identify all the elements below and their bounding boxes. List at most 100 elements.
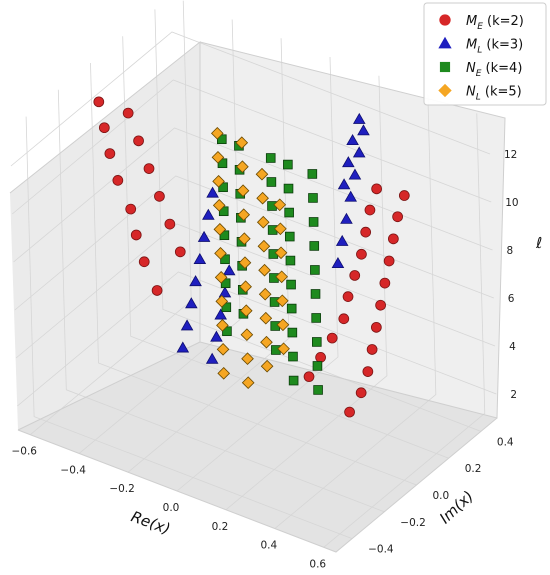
point-m-e [349, 270, 361, 281]
legend-marker-n-e [439, 61, 451, 73]
point-n-e [307, 169, 318, 179]
point-m-l [210, 330, 223, 342]
y-tick-label: −0.4 [368, 544, 394, 556]
z-tick-label: 10 [505, 197, 518, 209]
point-n-l [215, 294, 229, 308]
point-n-l [216, 318, 229, 332]
point-n-l [274, 222, 287, 236]
point-n-e [284, 207, 294, 218]
x-tick-label: −0.2 [109, 483, 135, 495]
legend-marker-n-l [438, 83, 452, 98]
point-m-e [342, 291, 354, 302]
z-tick-label: 6 [508, 293, 515, 305]
point-m-e [370, 321, 382, 333]
point-n-e [308, 217, 319, 227]
point-m-e [356, 248, 367, 260]
point-m-l [352, 146, 366, 158]
gridline-x [176, 56, 339, 492]
point-m-l [205, 352, 219, 364]
legend-label-m-e: ME (k=2) [466, 14, 524, 32]
point-m-l [218, 286, 232, 298]
point-n-l [212, 198, 226, 212]
point-m-e [379, 277, 391, 289]
point-m-l [185, 297, 198, 309]
legend-box [423, 2, 547, 106]
point-n-e [312, 361, 323, 371]
point-m-l [337, 178, 351, 190]
point-n-l [274, 246, 288, 260]
point-n-e [287, 327, 298, 338]
point-m-e [344, 406, 355, 418]
gridline-z [13, 127, 493, 263]
point-m-e [164, 218, 176, 230]
point-n-l [240, 328, 254, 342]
point-m-l [340, 212, 353, 224]
point-m-l [176, 341, 190, 353]
point-m-e [93, 96, 105, 108]
point-m-l [331, 256, 345, 268]
point-n-l [214, 270, 228, 284]
point-n-l [259, 311, 273, 325]
point-n-e [313, 385, 323, 395]
point-m-e [130, 229, 142, 241]
z-tick-label: 8 [507, 245, 514, 257]
gridline-y [57, 89, 385, 513]
y-tick-label: 0.0 [433, 490, 450, 502]
point-m-l [335, 234, 349, 246]
gridlines [10, 0, 497, 548]
pane-edge-left [9, 40, 201, 431]
legend-marker-m-e [439, 14, 451, 26]
point-m-l [197, 230, 211, 242]
x-tick-label: 0.2 [212, 521, 229, 533]
legend: ME (k=2) ML (k=3) NE (k=4) NL (k=5) [423, 2, 547, 106]
point-m-l [214, 308, 227, 320]
point-m-e [371, 183, 382, 195]
gridline-x [274, 94, 437, 529]
point-m-l [180, 319, 194, 331]
point-n-e [286, 279, 296, 290]
data-points [93, 96, 410, 418]
point-n-l [260, 359, 274, 373]
point-m-e [366, 344, 378, 355]
point-m-e [338, 313, 350, 325]
point-n-e [309, 241, 320, 251]
point-n-l [275, 294, 289, 308]
x-tick-label: 0.4 [260, 540, 277, 552]
point-n-l [255, 167, 269, 181]
gridline-x [78, 19, 241, 454]
z-tick-label: 4 [509, 341, 516, 353]
point-m-e [154, 190, 165, 202]
pane-edges [9, 40, 506, 553]
point-m-e [98, 122, 110, 134]
point-n-e [266, 177, 277, 187]
point-m-e [133, 135, 144, 147]
point-n-l [236, 184, 250, 198]
point-n-l [273, 198, 287, 212]
point-n-e [310, 289, 321, 299]
pane-edge-floor [17, 417, 498, 553]
x-tick-label: −0.4 [60, 464, 86, 476]
series-n-l [210, 126, 290, 390]
point-m-e [364, 204, 376, 216]
point-m-e [326, 332, 338, 344]
pane-edge-right [199, 41, 506, 419]
point-m-e [383, 255, 395, 267]
point-m-l [342, 156, 355, 168]
legend-label-m-l: ML (k=3) [466, 38, 523, 56]
point-m-e [104, 148, 116, 159]
point-n-l [277, 342, 290, 356]
point-m-e [355, 387, 367, 399]
point-n-e [308, 193, 318, 203]
gridline-x [225, 75, 388, 511]
series-m-l [176, 112, 370, 364]
x-tick-label: 0.6 [309, 558, 326, 570]
point-n-l [211, 150, 225, 164]
point-n-e [265, 153, 276, 163]
point-n-l [214, 246, 227, 260]
point-m-e [125, 203, 137, 215]
point-m-e [174, 246, 186, 258]
point-n-e [288, 351, 298, 362]
point-n-l [213, 222, 227, 236]
point-n-e [288, 375, 299, 386]
